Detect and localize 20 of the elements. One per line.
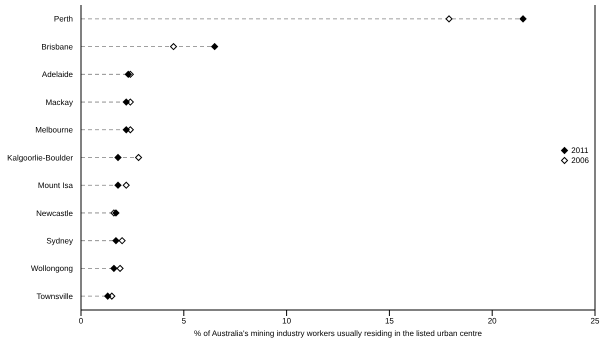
x-tick-label: 10 <box>282 316 292 326</box>
x-tick-label: 25 <box>590 316 600 326</box>
y-tick-label: Kalgoorlie-Boulder <box>7 153 74 162</box>
y-tick-label: Townsville <box>36 292 74 301</box>
x-axis-title: % of Australia's mining industry workers usually residing in the listed urban centre <box>194 329 482 338</box>
y-tick-label: Adelaide <box>42 70 74 80</box>
y-tick-label: Newcastle <box>36 208 74 218</box>
y-tick-label: Melbourne <box>35 126 74 135</box>
y-tick-label: Sydney <box>46 236 73 246</box>
y-tick-label: Mackay <box>45 98 73 107</box>
legend-label: 2006 <box>571 156 589 164</box>
x-tick-label: 0 <box>78 316 84 326</box>
legend-label: 2011 <box>571 146 588 154</box>
x-tick-label: 5 <box>182 316 187 326</box>
y-tick-label: Wollongong <box>30 264 73 274</box>
y-tick-label: Brisbane <box>41 42 74 52</box>
y-tick-label: Perth <box>54 14 73 24</box>
x-tick-label: 20 <box>488 316 498 326</box>
x-tick-label: 15 <box>384 316 394 326</box>
y-tick-label: Mount Isa <box>38 181 74 190</box>
